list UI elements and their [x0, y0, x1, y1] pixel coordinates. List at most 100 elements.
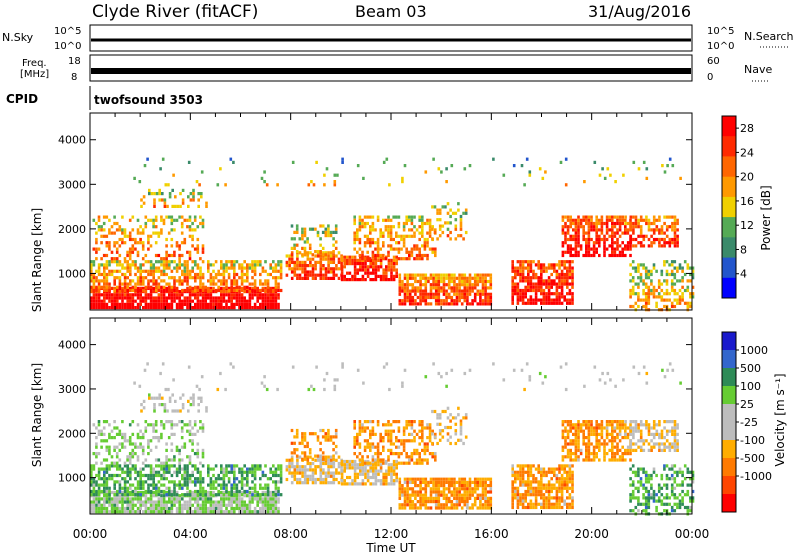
echo-cell	[321, 457, 325, 461]
echo-cell	[683, 272, 687, 277]
echo-cell	[301, 438, 304, 442]
echo-cell	[427, 506, 430, 510]
echo-cell	[364, 482, 367, 486]
echo-cell	[414, 496, 417, 500]
echo-cell	[301, 465, 304, 469]
echo-cell	[413, 439, 416, 443]
echo-cell	[251, 473, 254, 478]
echo-cell	[450, 289, 454, 293]
echo-cell	[639, 228, 643, 232]
echo-cell	[116, 293, 119, 297]
echo-cell	[561, 225, 565, 229]
echo-cell	[288, 267, 291, 271]
echo-cell	[272, 506, 275, 511]
echo-cell	[225, 299, 228, 303]
echo-cell	[204, 506, 207, 511]
echo-cell	[240, 477, 244, 481]
echo-cell	[170, 503, 174, 507]
echo-cell	[196, 455, 200, 459]
echo-cell	[611, 241, 614, 245]
echo-cell	[197, 396, 200, 400]
echo-cell	[227, 272, 231, 277]
echo-cell	[279, 288, 283, 293]
echo-cell	[547, 288, 551, 293]
echo-cell	[279, 480, 283, 484]
echo-cell	[660, 288, 664, 293]
echo-cell	[186, 473, 189, 478]
echo-cell	[382, 160, 386, 164]
echo-cell	[105, 306, 109, 310]
echo-cell	[587, 250, 591, 254]
echo-cell	[293, 477, 297, 482]
echo-cell	[181, 198, 185, 202]
echo-cell	[670, 301, 674, 305]
echo-cell	[204, 493, 207, 497]
echo-cell	[392, 247, 395, 251]
echo-cell	[379, 265, 383, 269]
echo-cell	[670, 272, 674, 277]
echo-cell	[204, 288, 207, 293]
echo-cell	[173, 500, 176, 504]
echo-cell	[353, 426, 356, 430]
echo-cell	[108, 432, 111, 436]
echo-cell	[259, 279, 262, 283]
echo-cell	[259, 306, 262, 310]
echo-cell	[442, 292, 446, 296]
echo-cell	[207, 470, 210, 474]
echo-cell	[668, 157, 672, 161]
echo-cell	[686, 301, 690, 305]
echo-cell	[103, 276, 106, 280]
echo-cell	[293, 465, 297, 469]
echo-cell	[196, 306, 200, 310]
echo-cell	[351, 274, 354, 278]
echo-cell	[560, 301, 564, 305]
echo-cell	[266, 279, 270, 283]
echo-cell	[95, 269, 98, 273]
echo-cell	[90, 306, 93, 310]
echo-cell	[618, 244, 622, 248]
echo-cell	[165, 510, 168, 514]
echo-cell	[251, 296, 254, 300]
echo-cell	[139, 497, 142, 501]
echo-cell	[212, 263, 215, 267]
echo-cell	[366, 479, 370, 483]
echo-cell	[105, 458, 109, 462]
echo-cell	[335, 458, 338, 462]
echo-cell	[449, 214, 452, 219]
echo-cell	[175, 506, 179, 511]
echo-cell	[455, 292, 459, 296]
echo-cell	[670, 279, 674, 283]
echo-cell	[406, 500, 409, 504]
echo-cell	[319, 273, 323, 277]
echo-cell	[411, 276, 415, 280]
echo-cell	[652, 285, 656, 289]
echo-cell	[421, 289, 425, 293]
echo-cell	[363, 448, 367, 452]
echo-cell	[387, 455, 390, 459]
echo-cell	[611, 234, 614, 238]
echo-cell	[356, 442, 359, 446]
echo-cell	[186, 263, 189, 267]
echo-cell	[160, 503, 163, 507]
echo-cell	[152, 231, 155, 235]
echo-cell	[644, 295, 648, 299]
echo-cell	[165, 461, 168, 465]
echo-cell	[484, 289, 487, 293]
echo-cell	[97, 288, 101, 293]
echo-cell	[168, 497, 171, 501]
echo-cell	[129, 269, 132, 273]
echo-cell	[197, 409, 200, 413]
echo-cell	[306, 240, 309, 244]
echo-cell	[414, 506, 417, 510]
echo-cell	[405, 426, 408, 430]
echo-cell	[230, 493, 233, 497]
echo-cell	[647, 276, 651, 280]
echo-cell	[395, 234, 398, 238]
echo-cell	[256, 286, 259, 290]
echo-cell	[595, 218, 598, 222]
echo-cell	[217, 306, 220, 310]
echo-cell	[582, 218, 585, 222]
echo-cell	[471, 490, 474, 494]
echo-cell	[403, 302, 407, 306]
echo-cell	[269, 272, 272, 277]
